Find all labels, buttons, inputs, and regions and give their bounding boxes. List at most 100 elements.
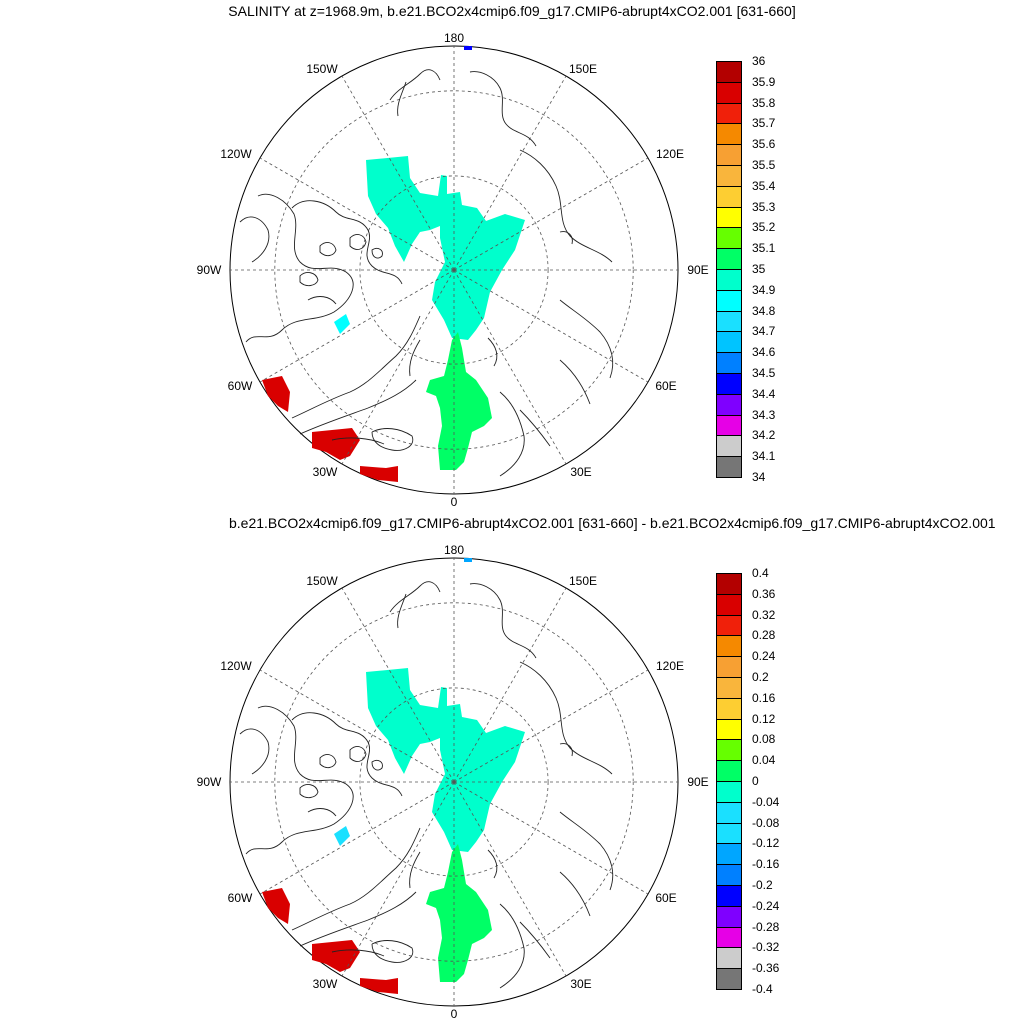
colorbar-swatch bbox=[716, 739, 742, 762]
graticule bbox=[230, 558, 678, 1006]
colorbar-label: 35.3 bbox=[752, 199, 776, 214]
colorbar-swatch bbox=[716, 864, 742, 886]
region-north-atlantic-labrador bbox=[262, 376, 398, 482]
colorbar-swatch bbox=[716, 435, 742, 458]
region-north-atlantic-labrador bbox=[262, 888, 398, 994]
colorbar-label: -0.36 bbox=[752, 961, 780, 976]
colorbar-swatch bbox=[716, 677, 742, 699]
colorbar-swatch bbox=[716, 248, 742, 270]
colorbar-swatch bbox=[716, 947, 742, 970]
colorbar-label: 0.04 bbox=[752, 753, 776, 768]
colorbar-label: 0.36 bbox=[752, 586, 776, 601]
colorbar-label: 34.1 bbox=[752, 449, 776, 464]
region-arctic-basin bbox=[366, 668, 525, 852]
colorbar-swatch bbox=[716, 822, 742, 845]
colorbar-label: 34.6 bbox=[752, 345, 776, 360]
colorbar-label: 35.5 bbox=[752, 158, 776, 172]
colorbar-swatch bbox=[716, 760, 742, 782]
lon-label-120W: 120W bbox=[220, 659, 252, 673]
colorbar-label: 35 bbox=[752, 262, 766, 276]
region-fram-strait-greenland-sea bbox=[426, 844, 492, 982]
lon-label-150W: 150W bbox=[306, 62, 338, 76]
colorbar-swatch bbox=[716, 144, 742, 166]
colorbar-swatch bbox=[716, 414, 742, 437]
colorbar-label: 0.2 bbox=[752, 670, 769, 684]
colorbar-label: 35.4 bbox=[752, 178, 776, 193]
colorbar-swatch bbox=[716, 102, 742, 125]
coastlines bbox=[239, 69, 614, 477]
lon-label-90W: 90W bbox=[197, 775, 222, 789]
lon-label-150E: 150E bbox=[569, 574, 597, 588]
colorbar-swatch bbox=[716, 905, 742, 928]
colorbar-label: -0.24 bbox=[752, 898, 780, 913]
polar-map-difference: 180 150E 120E 90E 60E 30E 0 30W 60W 90W 120W 150W bbox=[197, 543, 709, 1021]
colorbar-label: 34.5 bbox=[752, 366, 776, 380]
colorbar-swatch bbox=[716, 289, 742, 312]
colorbar-label: 0.4 bbox=[752, 566, 769, 580]
colorbar-swatch bbox=[716, 593, 742, 616]
region-arctic-basin bbox=[366, 156, 525, 340]
colorbar-label: 35.8 bbox=[752, 95, 776, 110]
lon-label-30E: 30E bbox=[570, 465, 591, 479]
colorbar-label: 0.24 bbox=[752, 649, 776, 664]
lon-label-60W: 60W bbox=[228, 379, 253, 393]
lon-label-60W: 60W bbox=[228, 891, 253, 905]
lon-label-90W: 90W bbox=[197, 263, 222, 277]
colorbar-label: 35.2 bbox=[752, 220, 776, 235]
colorbar-label: -0.12 bbox=[752, 836, 780, 851]
lon-label-90E: 90E bbox=[687, 775, 708, 789]
region-fram-strait-greenland-sea bbox=[426, 332, 492, 470]
lon-label-120E: 120E bbox=[656, 147, 684, 161]
colorbar-label: 34.3 bbox=[752, 407, 776, 422]
colorbar-label: 36 bbox=[752, 54, 766, 68]
colorbar-swatch bbox=[716, 968, 742, 990]
lon-label-30W: 30W bbox=[313, 977, 338, 991]
lon-label-60E: 60E bbox=[655, 891, 676, 905]
colorbar-swatch bbox=[716, 123, 742, 146]
colorbar-label: 0.08 bbox=[752, 732, 776, 747]
colorbar-label: 34.4 bbox=[752, 386, 776, 401]
lon-label-0: 0 bbox=[451, 1007, 458, 1021]
colorbar-swatch bbox=[716, 656, 742, 678]
colorbar-swatch bbox=[716, 843, 742, 866]
colorbar-swatch bbox=[716, 227, 742, 250]
colorbar-label: -0.32 bbox=[752, 940, 780, 955]
colorbar-label: 0.28 bbox=[752, 628, 776, 643]
lon-label-30W: 30W bbox=[313, 465, 338, 479]
colorbar-swatch bbox=[716, 393, 742, 416]
colorbar-label: 0.32 bbox=[752, 607, 776, 622]
chart-title-salinity: SALINITY at z=1968.9m, b.e21.BCO2x4cmip6… bbox=[228, 3, 796, 19]
colorbar-swatch bbox=[716, 781, 742, 803]
lon-label-180: 180 bbox=[444, 31, 464, 45]
colorbar-swatch bbox=[716, 926, 742, 949]
lon-label-120W: 120W bbox=[220, 147, 252, 161]
colorbar-swatch bbox=[716, 373, 742, 395]
colorbar-swatch bbox=[716, 269, 742, 291]
colorbar-label: 0.16 bbox=[752, 690, 776, 705]
lon-label-150W: 150W bbox=[306, 574, 338, 588]
polar-map-salinity: 180 150E 120E 90E 60E 30E 0 30W 60W 90W 120W 150W bbox=[197, 31, 709, 509]
colorbar-label: 34 bbox=[752, 470, 766, 484]
colorbar-swatch bbox=[716, 635, 742, 658]
region-bering-strait-cell bbox=[464, 46, 472, 50]
colorbar-label: 34.9 bbox=[752, 282, 776, 297]
colorbar-label: 0.12 bbox=[752, 711, 776, 726]
colorbar-label: -0.04 bbox=[752, 794, 780, 809]
colorbar-swatch bbox=[716, 310, 742, 333]
colorbar-label: 34.2 bbox=[752, 428, 776, 443]
graticule bbox=[230, 46, 678, 494]
colorbar-label: -0.2 bbox=[752, 878, 773, 892]
colorbar-label: 34.7 bbox=[752, 324, 776, 339]
colorbar-label: -0.4 bbox=[752, 982, 773, 996]
coastlines bbox=[239, 581, 614, 989]
lon-label-60E: 60E bbox=[655, 379, 676, 393]
colorbar-swatch bbox=[716, 206, 742, 229]
colorbar-label: 35.9 bbox=[752, 74, 776, 89]
colorbar-swatch bbox=[716, 81, 742, 104]
colorbar-label: 34.8 bbox=[752, 303, 776, 318]
lon-label-150E: 150E bbox=[569, 62, 597, 76]
lon-label-120E: 120E bbox=[656, 659, 684, 673]
lon-label-90E: 90E bbox=[687, 263, 708, 277]
colorbar-label: -0.28 bbox=[752, 919, 780, 934]
colorbar-label: -0.08 bbox=[752, 815, 780, 830]
